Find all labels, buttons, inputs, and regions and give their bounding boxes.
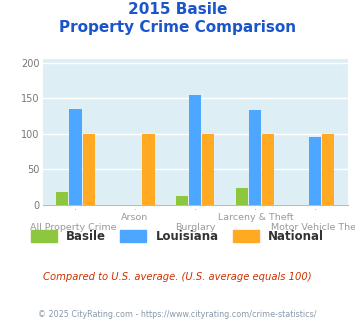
Bar xyxy=(236,188,248,205)
Legend: Basile, Louisiana, National: Basile, Louisiana, National xyxy=(31,230,324,243)
Bar xyxy=(262,134,274,205)
Bar xyxy=(309,137,321,205)
Bar xyxy=(70,109,82,205)
Bar xyxy=(83,134,95,205)
Text: Property Crime Comparison: Property Crime Comparison xyxy=(59,20,296,35)
Bar xyxy=(322,134,334,205)
Text: Motor Vehicle Theft: Motor Vehicle Theft xyxy=(271,223,355,232)
Text: Burglary: Burglary xyxy=(175,223,215,232)
Bar xyxy=(56,192,69,205)
Bar xyxy=(142,134,155,205)
Bar xyxy=(176,196,188,205)
Text: Arson: Arson xyxy=(121,213,148,222)
Text: © 2025 CityRating.com - https://www.cityrating.com/crime-statistics/: © 2025 CityRating.com - https://www.city… xyxy=(38,310,317,319)
Bar xyxy=(249,111,261,205)
Text: Compared to U.S. average. (U.S. average equals 100): Compared to U.S. average. (U.S. average … xyxy=(43,272,312,282)
Text: All Property Crime: All Property Crime xyxy=(30,223,116,232)
Text: Larceny & Theft: Larceny & Theft xyxy=(218,213,294,222)
Bar xyxy=(189,95,201,205)
Text: 2015 Basile: 2015 Basile xyxy=(128,2,227,16)
Bar xyxy=(202,134,214,205)
